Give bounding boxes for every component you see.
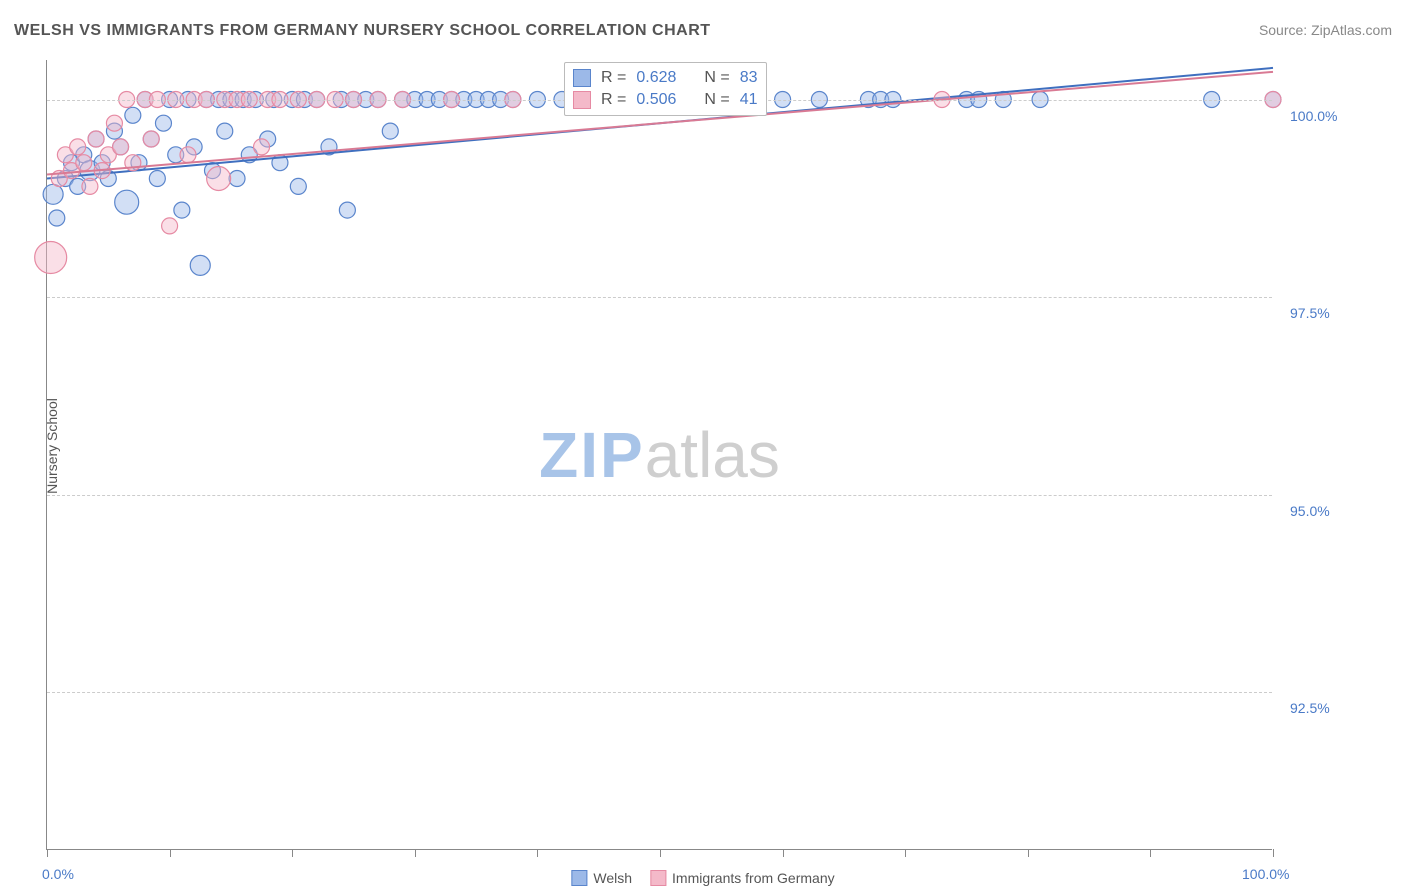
x-tick xyxy=(1273,849,1274,857)
source-attribution: Source: ZipAtlas.com xyxy=(1259,22,1392,38)
scatter-point-germany xyxy=(76,155,92,171)
x-tick xyxy=(1150,849,1151,857)
legend-label-germany: Immigrants from Germany xyxy=(672,870,835,886)
x-tick xyxy=(783,849,784,857)
scatter-point-germany xyxy=(70,139,86,155)
chart-title: WELSH VS IMMIGRANTS FROM GERMANY NURSERY… xyxy=(14,22,711,40)
scatter-point-welsh xyxy=(149,171,165,187)
x-tick xyxy=(170,849,171,857)
scatter-point-germany xyxy=(207,167,231,191)
scatter-point-germany xyxy=(106,115,122,131)
scatter-point-welsh xyxy=(115,190,139,214)
legend-label-welsh: Welsh xyxy=(593,870,632,886)
scatter-point-welsh xyxy=(382,123,398,139)
scatter-point-welsh xyxy=(217,123,233,139)
n-label: N = xyxy=(704,69,729,87)
scatter-point-welsh xyxy=(174,202,190,218)
x-tick xyxy=(905,849,906,857)
swatch-welsh xyxy=(573,69,591,87)
scatter-point-germany xyxy=(143,131,159,147)
x-tick-label: 0.0% xyxy=(42,866,74,882)
legend-item-welsh: Welsh xyxy=(571,870,632,886)
scatter-point-welsh xyxy=(155,115,171,131)
x-tick xyxy=(47,849,48,857)
gridline-h xyxy=(47,297,1272,298)
scatter-point-welsh xyxy=(43,184,63,204)
y-tick-label: 92.5% xyxy=(1290,700,1330,716)
r-label: R = xyxy=(601,91,626,109)
legend-item-germany: Immigrants from Germany xyxy=(650,870,835,886)
scatter-point-welsh xyxy=(339,202,355,218)
scatter-point-germany xyxy=(35,242,67,274)
chart-container: WELSH VS IMMIGRANTS FROM GERMANY NURSERY… xyxy=(0,0,1406,892)
x-tick xyxy=(660,849,661,857)
n-label: N = xyxy=(704,91,729,109)
r-value-welsh: 0.628 xyxy=(636,69,676,87)
scatter-point-germany xyxy=(82,178,98,194)
x-tick xyxy=(292,849,293,857)
scatter-point-welsh xyxy=(125,107,141,123)
stats-row-welsh: R = 0.628 N = 83 xyxy=(573,67,758,89)
y-tick-label: 100.0% xyxy=(1290,108,1337,124)
x-tick xyxy=(537,849,538,857)
y-tick-label: 97.5% xyxy=(1290,305,1330,321)
y-tick-label: 95.0% xyxy=(1290,503,1330,519)
scatter-point-germany xyxy=(254,139,270,155)
legend-swatch-welsh xyxy=(571,870,587,886)
swatch-germany xyxy=(573,91,591,109)
scatter-point-germany xyxy=(88,131,104,147)
stats-row-germany: R = 0.506 N = 41 xyxy=(573,89,758,111)
r-label: R = xyxy=(601,69,626,87)
scatter-point-germany xyxy=(162,218,178,234)
plot-area: ZIPatlas xyxy=(46,60,1272,850)
x-tick-label: 100.0% xyxy=(1242,866,1289,882)
scatter-point-welsh xyxy=(229,171,245,187)
scatter-point-welsh xyxy=(290,178,306,194)
n-value-germany: 41 xyxy=(740,91,758,109)
x-tick xyxy=(415,849,416,857)
scatter-point-germany xyxy=(180,147,196,163)
legend-bottom: Welsh Immigrants from Germany xyxy=(571,870,834,886)
legend-swatch-germany xyxy=(650,870,666,886)
n-value-welsh: 83 xyxy=(740,69,758,87)
gridline-h xyxy=(47,692,1272,693)
scatter-point-welsh xyxy=(49,210,65,226)
gridline-h xyxy=(47,495,1272,496)
scatter-svg xyxy=(47,60,1272,849)
scatter-point-welsh xyxy=(190,255,210,275)
scatter-point-germany xyxy=(113,139,129,155)
r-value-germany: 0.506 xyxy=(636,91,676,109)
stats-box: R = 0.628 N = 83 R = 0.506 N = 41 xyxy=(564,62,767,116)
x-tick xyxy=(1028,849,1029,857)
